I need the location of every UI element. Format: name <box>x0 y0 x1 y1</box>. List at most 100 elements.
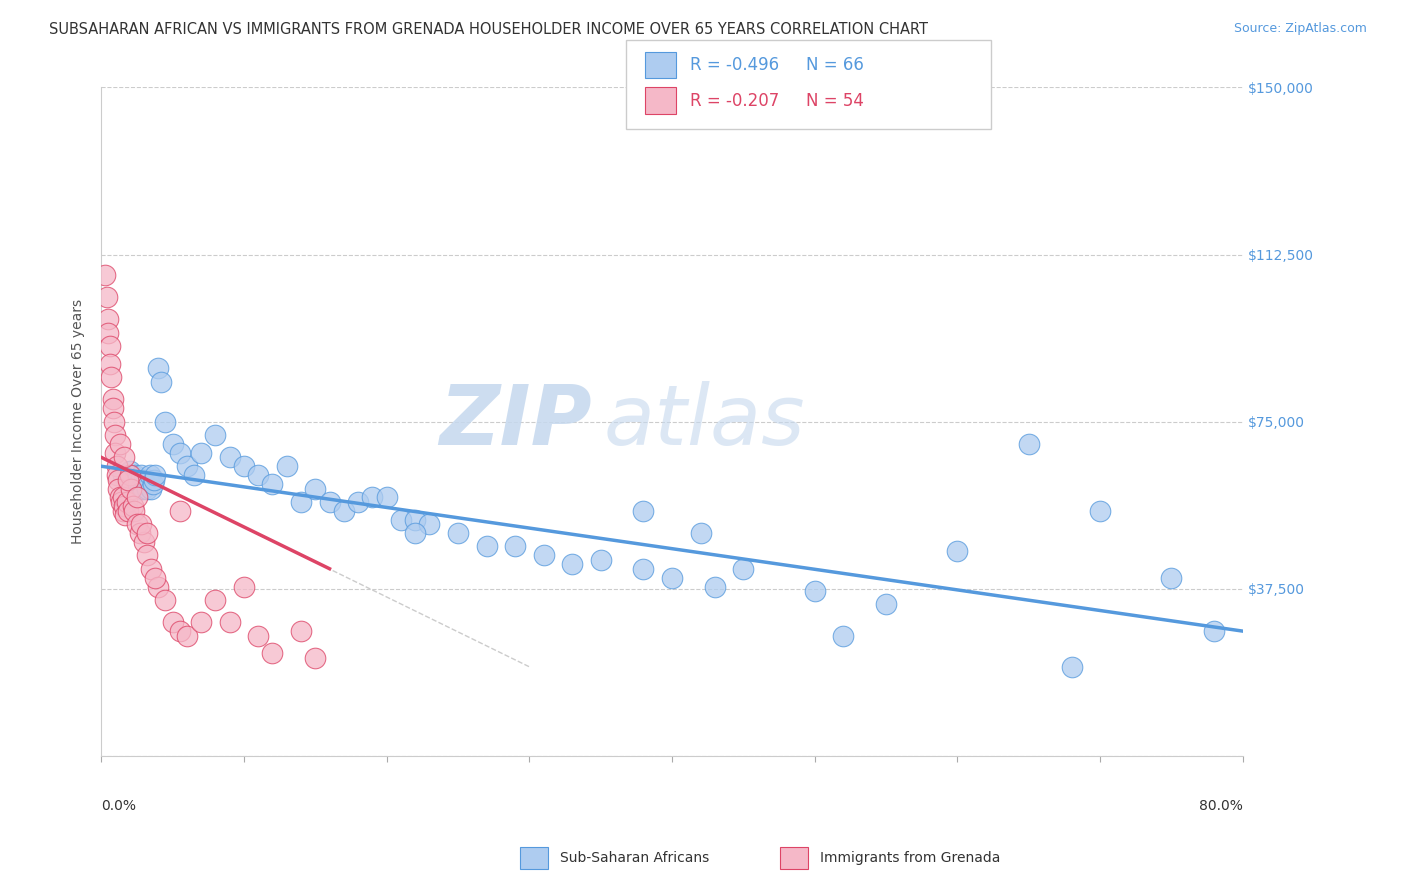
Point <box>318 495 340 509</box>
Text: R = -0.207: R = -0.207 <box>690 92 779 110</box>
Point <box>121 500 143 514</box>
Point <box>112 450 135 465</box>
Point <box>134 477 156 491</box>
Point <box>97 312 120 326</box>
Point <box>533 549 555 563</box>
Point <box>138 468 160 483</box>
Point <box>141 482 163 496</box>
Point <box>204 428 226 442</box>
Point <box>875 598 897 612</box>
Point <box>111 504 134 518</box>
Point <box>117 504 139 518</box>
Point <box>101 401 124 416</box>
Point <box>232 459 254 474</box>
Point <box>247 629 270 643</box>
Point <box>100 370 122 384</box>
Point <box>107 482 129 496</box>
Point <box>132 473 155 487</box>
Point <box>304 482 326 496</box>
Point <box>135 526 157 541</box>
Point <box>232 580 254 594</box>
Point <box>162 437 184 451</box>
Point <box>135 549 157 563</box>
Point <box>125 517 148 532</box>
Point <box>125 491 148 505</box>
Point <box>148 361 170 376</box>
Point <box>145 571 167 585</box>
Point <box>124 468 146 483</box>
Point <box>475 540 498 554</box>
Point <box>97 326 120 340</box>
Point <box>389 513 412 527</box>
Point <box>118 468 141 483</box>
Point <box>832 629 855 643</box>
Point <box>155 415 177 429</box>
Point <box>447 526 470 541</box>
Point <box>115 495 138 509</box>
Point <box>122 482 145 496</box>
Point <box>633 504 655 518</box>
Point <box>169 446 191 460</box>
Point <box>105 459 128 474</box>
Point <box>120 482 142 496</box>
Point <box>190 446 212 460</box>
Point <box>117 473 139 487</box>
Point <box>633 562 655 576</box>
Point <box>115 473 138 487</box>
Point <box>132 535 155 549</box>
Point <box>105 468 128 483</box>
Point <box>733 562 755 576</box>
Point <box>689 526 711 541</box>
Point <box>112 500 135 514</box>
Point <box>143 473 166 487</box>
Text: N = 54: N = 54 <box>806 92 863 110</box>
Text: ZIP: ZIP <box>440 381 592 462</box>
Point <box>404 526 426 541</box>
Point <box>145 468 167 483</box>
Point <box>404 513 426 527</box>
Point <box>135 482 157 496</box>
Point <box>131 482 153 496</box>
Point <box>361 491 384 505</box>
Point <box>94 268 117 282</box>
Point <box>503 540 526 554</box>
Point <box>127 477 149 491</box>
Point <box>162 615 184 630</box>
Point <box>148 580 170 594</box>
Point <box>703 580 725 594</box>
Point <box>1088 504 1111 518</box>
Point <box>108 491 131 505</box>
Point <box>333 504 356 518</box>
Point <box>111 468 134 483</box>
Point <box>183 468 205 483</box>
Point <box>247 468 270 483</box>
Point <box>218 615 240 630</box>
Point <box>129 517 152 532</box>
Point <box>107 473 129 487</box>
Text: R = -0.496: R = -0.496 <box>690 56 779 74</box>
Point <box>125 473 148 487</box>
Point <box>141 562 163 576</box>
Point <box>110 495 132 509</box>
Point <box>101 392 124 407</box>
Point <box>262 477 284 491</box>
Point <box>104 428 127 442</box>
Point <box>118 464 141 478</box>
Point <box>347 495 370 509</box>
Point <box>204 593 226 607</box>
Point <box>98 357 121 371</box>
Point <box>190 615 212 630</box>
Point <box>128 482 150 496</box>
Point <box>589 553 612 567</box>
Point <box>1018 437 1040 451</box>
Text: Immigrants from Grenada: Immigrants from Grenada <box>820 851 1000 865</box>
Point <box>946 544 969 558</box>
Text: Source: ZipAtlas.com: Source: ZipAtlas.com <box>1233 22 1367 36</box>
Point <box>290 624 312 639</box>
Point <box>98 339 121 353</box>
Point <box>661 571 683 585</box>
Point <box>111 491 134 505</box>
Point <box>122 504 145 518</box>
Point <box>155 593 177 607</box>
Text: N = 66: N = 66 <box>806 56 863 74</box>
